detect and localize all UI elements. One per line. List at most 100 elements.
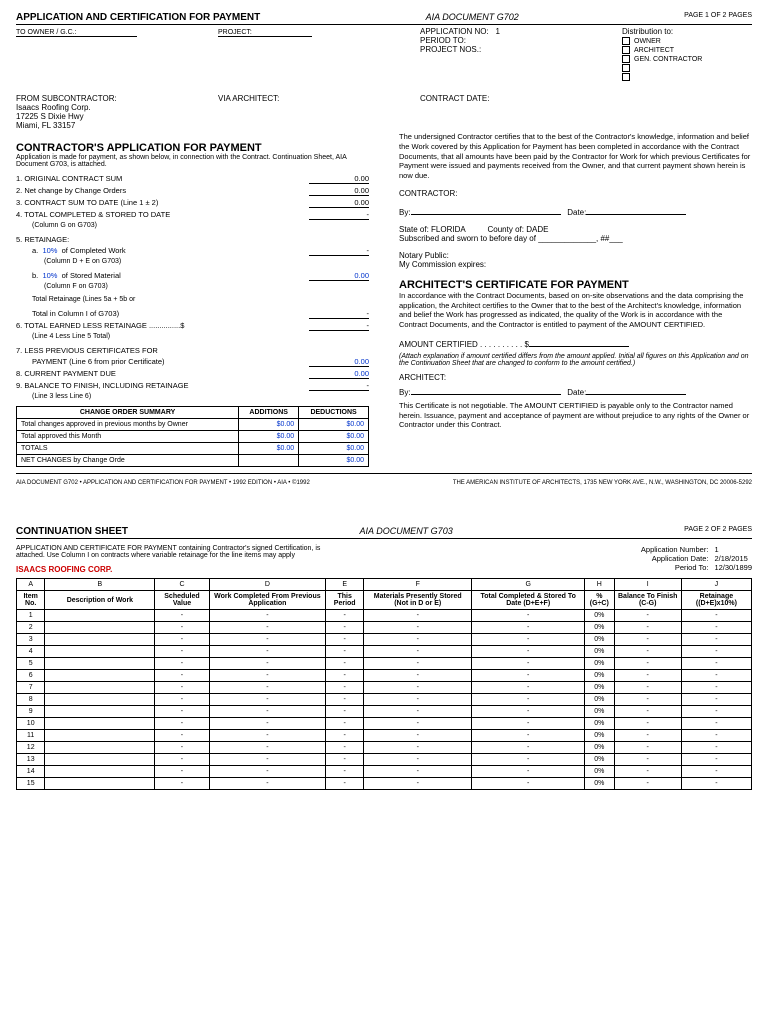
col-letter: H — [585, 579, 615, 591]
table-row: 9-----0%-- — [17, 706, 752, 718]
table-row: 15-----0%-- — [17, 778, 752, 790]
arch-date-line — [586, 394, 686, 395]
cell: - — [681, 622, 751, 634]
p2-appdate: 2/18/2015 — [714, 554, 747, 563]
cell: - — [472, 694, 585, 706]
p2-appdate-label: Application Date: — [604, 554, 714, 563]
cell: 11 — [17, 730, 45, 742]
contractor-addr1: 17225 S Dixie Hwy — [16, 112, 218, 121]
col-header: Description of Work — [45, 591, 155, 610]
footer-2: THE AMERICAN INSTITUTE OF ARCHITECTS, 17… — [453, 480, 752, 486]
cell — [45, 646, 155, 658]
section-a-sub: Application is made for payment, as show… — [16, 154, 369, 168]
cell: - — [364, 682, 472, 694]
col-header: This Period — [326, 591, 364, 610]
commission-label: My Commission expires: — [399, 260, 752, 269]
co-r2-add: $0.00 — [239, 443, 299, 455]
line-4: 4. TOTAL COMPLETED & STORED TO DATE — [16, 210, 309, 220]
cell — [45, 622, 155, 634]
cell: - — [364, 622, 472, 634]
cell: - — [326, 646, 364, 658]
cell: - — [681, 742, 751, 754]
cell: - — [681, 754, 751, 766]
col-letter: J — [681, 579, 751, 591]
change-order-table: CHANGE ORDER SUMMARYADDITIONSDEDUCTIONS … — [16, 406, 369, 467]
cell: 0% — [585, 646, 615, 658]
co-r3-ded: $0.00 — [299, 455, 369, 467]
cell: 9 — [17, 706, 45, 718]
cell: - — [472, 634, 585, 646]
dist-gc: GEN. CONTRACTOR — [634, 56, 702, 63]
state-label: State of: — [399, 225, 429, 234]
cell: 0% — [585, 694, 615, 706]
arch-text: In accordance with the Contract Document… — [399, 291, 752, 330]
date-label: Date: — [567, 208, 586, 217]
cell: - — [155, 634, 209, 646]
doc-id: AIA DOCUMENT G702 — [426, 12, 519, 23]
cell: - — [681, 718, 751, 730]
cell: - — [614, 622, 681, 634]
cell: - — [472, 718, 585, 730]
cell: - — [472, 730, 585, 742]
cell: - — [681, 694, 751, 706]
chk-gencontractor[interactable] — [622, 55, 630, 63]
cell: - — [364, 634, 472, 646]
chk-blank1[interactable] — [622, 64, 630, 72]
attach-text: (Attach explanation if amount certified … — [399, 353, 752, 367]
cell — [45, 778, 155, 790]
cell: - — [326, 778, 364, 790]
co-r1-add: $0.00 — [239, 431, 299, 443]
p2-sub: APPLICATION AND CERTIFICATE FOR PAYMENT … — [16, 545, 336, 559]
cell: - — [364, 706, 472, 718]
cell: - — [155, 622, 209, 634]
app-info-block: Application Number:1 Application Date:2/… — [604, 545, 752, 572]
cell: 6 — [17, 670, 45, 682]
col-header: Balance To Finish (C-G) — [614, 591, 681, 610]
cell: 10 — [17, 718, 45, 730]
state-value: FLORIDA — [431, 225, 465, 234]
table-row: 7-----0%-- — [17, 682, 752, 694]
table-row: 5-----0%-- — [17, 658, 752, 670]
cell — [45, 658, 155, 670]
cell: - — [326, 682, 364, 694]
cell — [45, 694, 155, 706]
line-1: 1. ORIGINAL CONTRACT SUM — [16, 174, 309, 184]
table-row: 11-----0%-- — [17, 730, 752, 742]
project-label: PROJECT: — [218, 29, 312, 37]
col-header: Work Completed From Previous Application — [209, 591, 326, 610]
cell: - — [326, 622, 364, 634]
cell: - — [681, 778, 751, 790]
val-4: - — [309, 210, 369, 220]
col-header: Retainage ((D+E)x10%) — [681, 591, 751, 610]
table-row: 10-----0%-- — [17, 718, 752, 730]
chk-owner[interactable] — [622, 37, 630, 45]
p2-appnum-label: Application Number: — [604, 545, 714, 554]
cell: - — [472, 658, 585, 670]
cell: - — [209, 610, 326, 622]
cell: - — [364, 730, 472, 742]
county-value: DADE — [526, 225, 548, 234]
cell: - — [155, 730, 209, 742]
line-5a-sub: (Column D + E on G703) — [16, 258, 369, 265]
title-row: APPLICATION AND CERTIFICATION FOR PAYMEN… — [16, 12, 752, 25]
chk-blank2[interactable] — [622, 73, 630, 81]
cell: - — [155, 766, 209, 778]
cell: - — [614, 754, 681, 766]
col-letter: B — [45, 579, 155, 591]
contractor-addr2: Miami, FL 33157 — [16, 121, 218, 130]
cell: - — [614, 766, 681, 778]
cell: - — [364, 766, 472, 778]
cell — [45, 610, 155, 622]
cell: - — [614, 646, 681, 658]
cell: - — [364, 646, 472, 658]
chk-architect[interactable] — [622, 46, 630, 54]
cell: - — [364, 754, 472, 766]
cell: - — [472, 622, 585, 634]
co-r0-add: $0.00 — [239, 419, 299, 431]
cell — [45, 634, 155, 646]
cell: - — [681, 634, 751, 646]
line-5tot: Total Retainage (Lines 5a + 5b or — [16, 296, 369, 303]
col-header: Scheduled Value — [155, 591, 209, 610]
col-letter: G — [472, 579, 585, 591]
col-header: Materials Presently Stored (Not in D or … — [364, 591, 472, 610]
